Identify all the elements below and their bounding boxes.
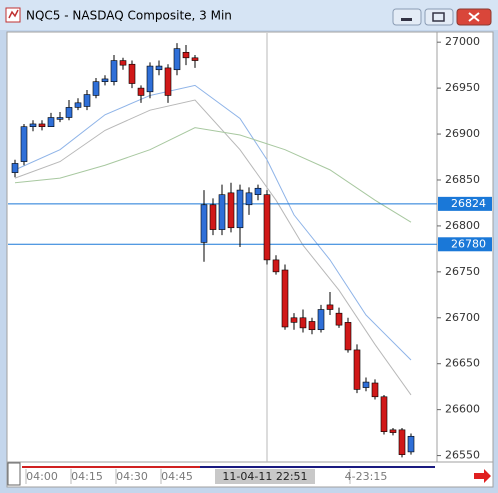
candle-body [389, 429, 397, 433]
candle-body [272, 259, 280, 273]
candle-body [65, 107, 73, 118]
candle-body [164, 67, 172, 96]
candle-body [326, 304, 334, 310]
candle-body [110, 60, 118, 82]
maximize-button[interactable] [424, 8, 454, 26]
y-tick-label: 27000 [445, 35, 480, 48]
candle-body [254, 187, 262, 195]
time-label: 04:45 [161, 470, 193, 483]
scroll-arrow[interactable] [474, 469, 491, 483]
time-label: 04:15 [71, 470, 103, 483]
chart-panel [6, 31, 494, 488]
y-tick-label: 26700 [445, 311, 480, 324]
candle-body [380, 396, 388, 432]
candle-body [317, 309, 325, 331]
close-glyph [468, 12, 480, 22]
app-icon-glyph [8, 9, 19, 19]
y-tick-label: 26550 [445, 449, 480, 462]
candle-body [227, 192, 235, 229]
y-tick-label: 26900 [445, 127, 480, 140]
time-highlight [215, 469, 315, 484]
candle-body [353, 349, 361, 390]
candle-body [20, 126, 28, 162]
candle-body [218, 194, 226, 230]
candle-body [209, 204, 217, 230]
y-tick-label: 26750 [445, 265, 480, 278]
y-tick-label: 26650 [445, 357, 480, 370]
candle-body [155, 65, 163, 71]
candle-body [173, 48, 181, 71]
time-label: 04:30 [116, 470, 148, 483]
time-label: 4-23:15 [345, 470, 388, 483]
candle-body [362, 381, 370, 388]
window-title: NQC5 - NASDAQ Composite, 3 Min [26, 9, 232, 23]
candle-body [263, 194, 271, 261]
candle-body [245, 192, 253, 206]
candle-body [371, 382, 379, 398]
y-tick-label: 26850 [445, 173, 480, 186]
price-line-label: 26824 [451, 197, 486, 210]
candle-body [407, 435, 415, 453]
minimize-button[interactable] [392, 8, 422, 26]
moving-average [14, 127, 412, 223]
candle-body [398, 429, 406, 455]
y-tick-label: 26800 [445, 219, 480, 232]
price-line-tag [438, 237, 492, 252]
candle-body [11, 163, 19, 173]
candle-body [29, 123, 37, 128]
candle-body [47, 117, 55, 128]
candle-body [200, 204, 208, 243]
candle-body [290, 317, 298, 323]
plot: 27000 26950 26900 26850 26800 26750 26700 26650… [8, 33, 492, 484]
corner-box [7, 462, 21, 486]
minimize-glyph [401, 18, 412, 21]
price-line-tag [438, 196, 492, 211]
candle-body [119, 60, 127, 66]
candle-body [56, 117, 64, 120]
candle-body [308, 321, 316, 331]
candle-body [92, 81, 100, 96]
candle-body [146, 65, 154, 93]
candle-body [83, 94, 91, 107]
candle-body [299, 317, 307, 329]
candle-body [38, 123, 46, 128]
y-tick-label: 26950 [445, 81, 480, 94]
candle-body [281, 269, 289, 328]
candle-body [137, 87, 145, 96]
y-tick-label: 26600 [445, 403, 480, 416]
candle-body [236, 189, 244, 229]
moving-average [14, 99, 412, 396]
price-line-label: 26780 [451, 237, 486, 250]
time-label: 04:00 [26, 470, 58, 483]
moving-average [14, 84, 412, 361]
candle-body [101, 78, 109, 82]
candle-body [74, 102, 82, 108]
candle-body [335, 312, 343, 326]
candle-body [344, 322, 352, 351]
maximize-glyph [432, 12, 445, 22]
candle-body [128, 63, 136, 84]
time-label: 11-04-11 22:51 [222, 470, 307, 483]
candle-body [191, 57, 199, 61]
candle-body [182, 51, 190, 59]
